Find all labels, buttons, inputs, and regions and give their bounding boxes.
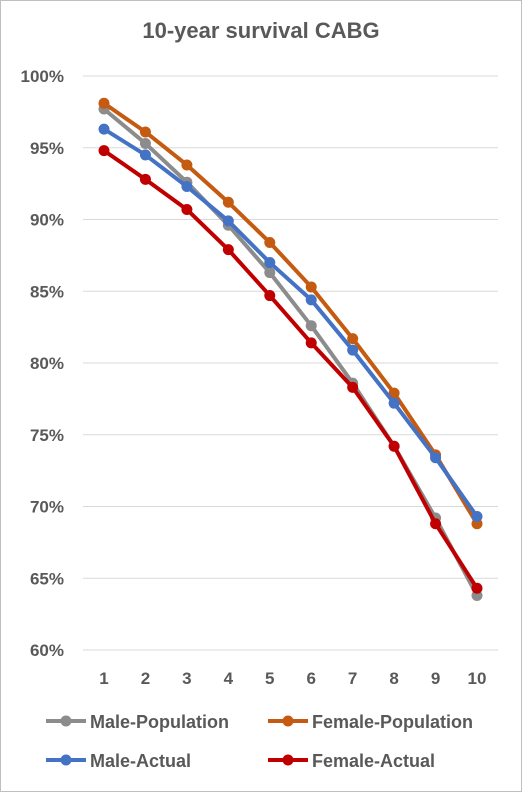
data-point [305,337,317,349]
data-point [388,440,400,452]
legend-item: Female-Actual [268,751,435,771]
data-point [471,582,483,594]
data-point [264,267,276,279]
data-point [139,149,151,161]
legend-item: Male-Population [46,712,229,732]
legend-label: Male-Population [90,712,229,732]
y-tick-label: 80% [30,354,64,373]
data-point [388,387,400,399]
data-point [181,203,193,215]
legend-marker [60,754,72,766]
x-tick-label: 4 [224,669,234,688]
x-tick-label: 8 [389,669,398,688]
y-tick-label: 100% [21,67,64,86]
legend-label: Female-Population [312,712,473,732]
x-tick-label: 3 [182,669,191,688]
data-point [222,215,234,227]
y-tick-label: 75% [30,426,64,445]
series-line [102,107,479,598]
data-point [347,381,359,393]
data-point [181,180,193,192]
y-tick-label: 60% [30,641,64,660]
data-point [471,511,483,523]
data-point [347,333,359,345]
series-female-actual [98,145,483,594]
data-point [98,123,110,135]
x-tick-label: 2 [141,669,150,688]
data-point [98,97,110,109]
legend-marker [282,715,294,727]
data-point [264,290,276,302]
series-line [102,127,479,519]
data-point [347,344,359,356]
x-tick-label: 7 [348,669,357,688]
legend-label: Female-Actual [312,751,435,771]
y-tick-label: 85% [30,282,64,301]
data-point [181,159,193,171]
series-line [102,148,479,591]
legend-marker [282,754,294,766]
data-point [305,294,317,306]
legend-item: Female-Population [268,712,473,732]
x-tick-label: 9 [431,669,440,688]
data-point [139,126,151,138]
y-tick-label: 90% [30,211,64,230]
data-point [305,320,317,332]
series-line [102,101,479,526]
x-tick-label: 10 [468,669,487,688]
series-male-actual [98,123,483,523]
data-point [222,196,234,208]
legend-item: Male-Actual [46,751,191,771]
data-point [98,145,110,157]
series-male-population [98,103,483,601]
y-tick-label: 65% [30,569,64,588]
data-point [430,518,442,530]
data-point [430,452,442,464]
data-point [139,137,151,149]
data-point [222,244,234,256]
legend-label: Male-Actual [90,751,191,771]
data-point [264,236,276,248]
legend-marker [60,715,72,727]
data-point [305,281,317,293]
data-point [388,397,400,409]
y-tick-label: 70% [30,498,64,517]
x-tick-label: 1 [99,669,108,688]
chart-title: 10-year survival CABG [142,18,380,43]
x-tick-label: 5 [265,669,274,688]
x-tick-label: 6 [306,669,315,688]
y-tick-label: 95% [30,139,64,158]
data-point [264,257,276,269]
data-point [139,173,151,185]
